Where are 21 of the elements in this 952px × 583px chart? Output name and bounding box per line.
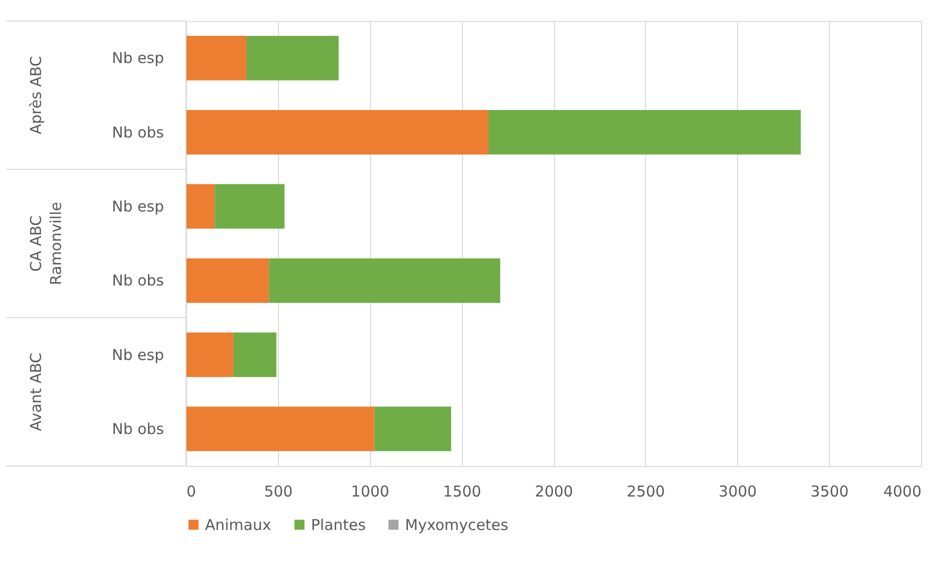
x-tick-label: 2500 — [626, 482, 665, 500]
x-tick-label: 2000 — [534, 482, 574, 500]
text: CA ABC Ramonville — [27, 202, 65, 286]
y-tick-label: Nb obs — [112, 420, 164, 438]
x-tick-label: 3000 — [718, 482, 757, 500]
y-tick-label: Nb esp — [112, 197, 164, 216]
text: Après ABC — [27, 56, 45, 134]
legend-label: Animaux — [205, 516, 272, 534]
legend-label: Myxomycetes — [405, 516, 508, 534]
y-tick-label: Nb esp — [112, 346, 164, 364]
x-tick-label: 0 — [186, 482, 196, 500]
y-tick-label: Nb esp — [112, 49, 164, 68]
y-tick-label: Nb obs — [112, 123, 164, 142]
x-tick-label: 1000 — [351, 482, 390, 500]
legend-label: Plantes — [311, 516, 366, 534]
x-tick-label: 3500 — [810, 482, 849, 500]
y-tick-label: Nb obs — [112, 272, 164, 290]
x-tick-label: 500 — [264, 482, 293, 500]
text: Avant ABC — [27, 352, 45, 432]
x-tick-label: 1500 — [443, 482, 482, 500]
x-tick-label: 4000 — [883, 482, 922, 500]
